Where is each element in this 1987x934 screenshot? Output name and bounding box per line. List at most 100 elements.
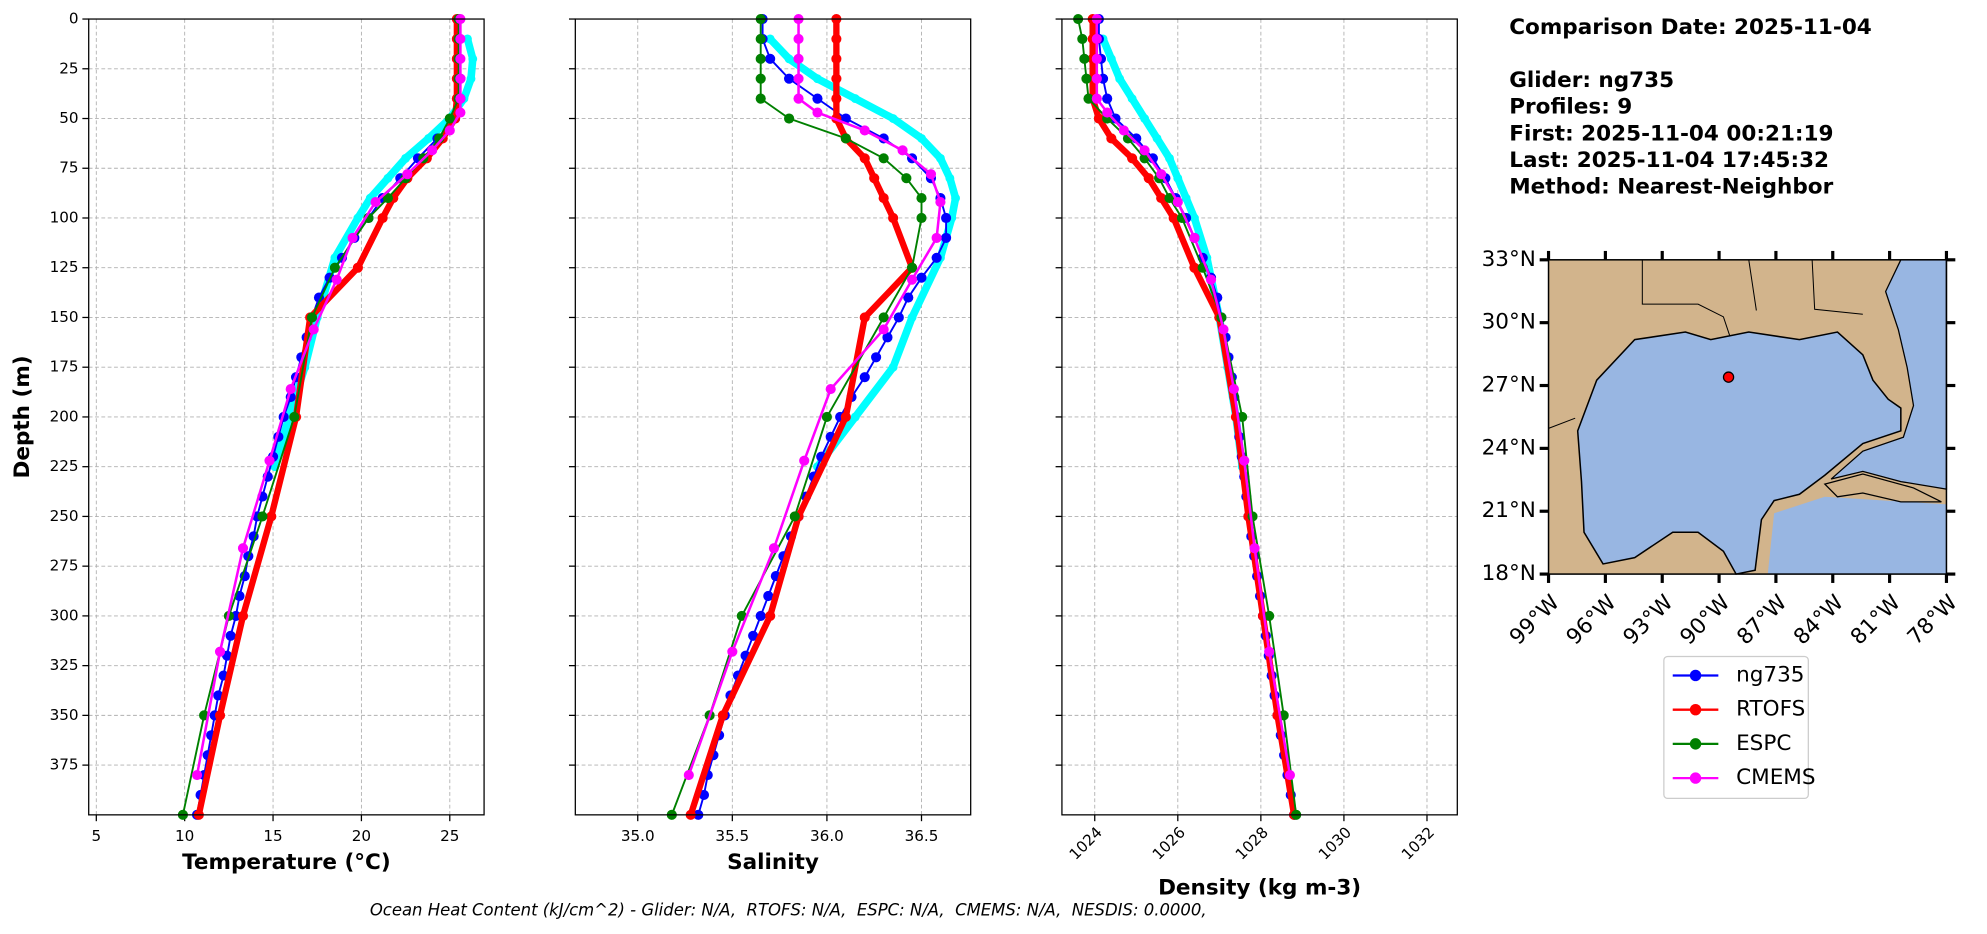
x-axis-label: Salinity [727,850,819,875]
x-tick-label: 96°W [1562,590,1622,650]
x-tick-label: 1024 [1066,823,1106,863]
profile-plot: 1024 1026 1028 1030 1032 Density (kg m-3) [1055,13,1458,900]
glider-position [1722,371,1735,383]
info-panel: Comparison Date: 2025-11-04 Glider: ng73… [1509,15,1872,200]
y-tick-label: 200 [50,407,79,425]
profile-point [916,212,927,224]
profile-line [195,19,462,776]
profile-point [850,412,860,422]
profile-point [1264,646,1275,657]
y-tick-label: 225 [50,457,79,475]
profile-point [945,173,955,183]
profile-point [308,324,319,335]
y-tick-label: 250 [50,507,79,525]
profile-point [897,145,908,156]
profile-point [330,253,340,263]
profile-point [859,125,870,136]
profile-point [727,646,738,657]
profile-point [840,133,851,144]
profile-point [821,411,832,423]
info-line: Last: 2025-11-04 17:45:32 [1509,148,1829,173]
profile-point [871,352,882,363]
profile-point [1139,145,1150,156]
profile-point [455,33,466,45]
info-line: Method: Nearest-Neighbor [1509,175,1833,200]
profile-point [370,197,381,208]
profile-point [941,232,952,243]
map-frame [1547,259,1948,575]
profile-point [736,610,747,621]
profile-point [1110,113,1121,124]
profile-point [763,590,774,602]
profile-point [1143,173,1154,184]
profile-point [906,274,918,285]
profile-point [793,93,804,104]
x-tick-label: 35.0 [621,827,655,845]
profile-point [1165,153,1174,163]
footer: Ocean Heat Content (kJ/cm^2) - Glider: N… [370,901,1207,920]
profile-point [1173,173,1183,183]
x-tick-label: 93°W [1619,590,1679,650]
profile-point [402,169,413,180]
y-tick-label: 325 [50,656,79,674]
profile-plot: 0 25 50 75 100 125 150 175 200 225 250 275 300 325 350… [10,10,485,875]
profile-point [1106,54,1116,64]
profile-point [768,543,780,554]
profile-point [1093,113,1104,124]
profile-point [214,646,226,657]
profile-point [1127,153,1138,164]
profile-point [888,114,898,123]
profile-point [878,193,889,204]
legend-marker [1689,703,1702,716]
x-tick-label: 36.0 [810,827,844,845]
legend-label: CMEMS [1736,765,1815,790]
profile-line [1089,19,1298,816]
profile-point [455,93,466,104]
profile-point [831,93,842,104]
y-tick-label: 300 [50,606,79,624]
profile-point [1152,133,1162,143]
profile-point [1189,213,1199,223]
profile-point [825,384,836,395]
profile-point [352,262,363,273]
legend-marker [1689,772,1702,784]
profile-point [1172,197,1183,208]
info-line: Comparison Date: 2025-11-04 [1509,15,1872,40]
plot-frame [1061,18,1458,816]
profile-point [463,34,472,44]
y-tick-label: 18°N [1482,561,1536,586]
profile-point [859,372,870,383]
profile-point [427,145,438,156]
profile-point [888,362,898,372]
profile-point [1083,93,1094,104]
profile-point [401,153,411,163]
x-tick-label: 20 [352,827,371,845]
profile-point [455,73,466,84]
x-tick-label: 1026 [1149,823,1189,863]
y-tick-label: 100 [50,208,79,226]
profile-point [799,455,810,466]
profile-point [903,292,914,303]
y-tick-label: 25 [59,59,78,77]
profile-point [1091,93,1102,104]
profile-point [257,511,268,522]
profile-point [916,272,927,283]
profile-point [755,33,766,45]
legend-label: ng735 [1736,662,1804,687]
y-tick-label: 125 [50,258,79,276]
profile-point [1168,212,1179,224]
profile-point [859,312,870,323]
profile-point [353,213,363,223]
profile-point [784,54,794,64]
profile-point [901,173,912,184]
profile-point [230,610,242,621]
profile-point [951,193,960,203]
profile-point [935,153,945,163]
plot-frame [574,18,972,816]
profile-line [271,37,477,468]
profile-point [424,133,434,143]
profile-point [888,212,899,224]
legend: ng735 RTOFS ESPC CMEMS [1663,655,1816,800]
x-axis-label: Density (kg m-3) [1158,875,1361,900]
